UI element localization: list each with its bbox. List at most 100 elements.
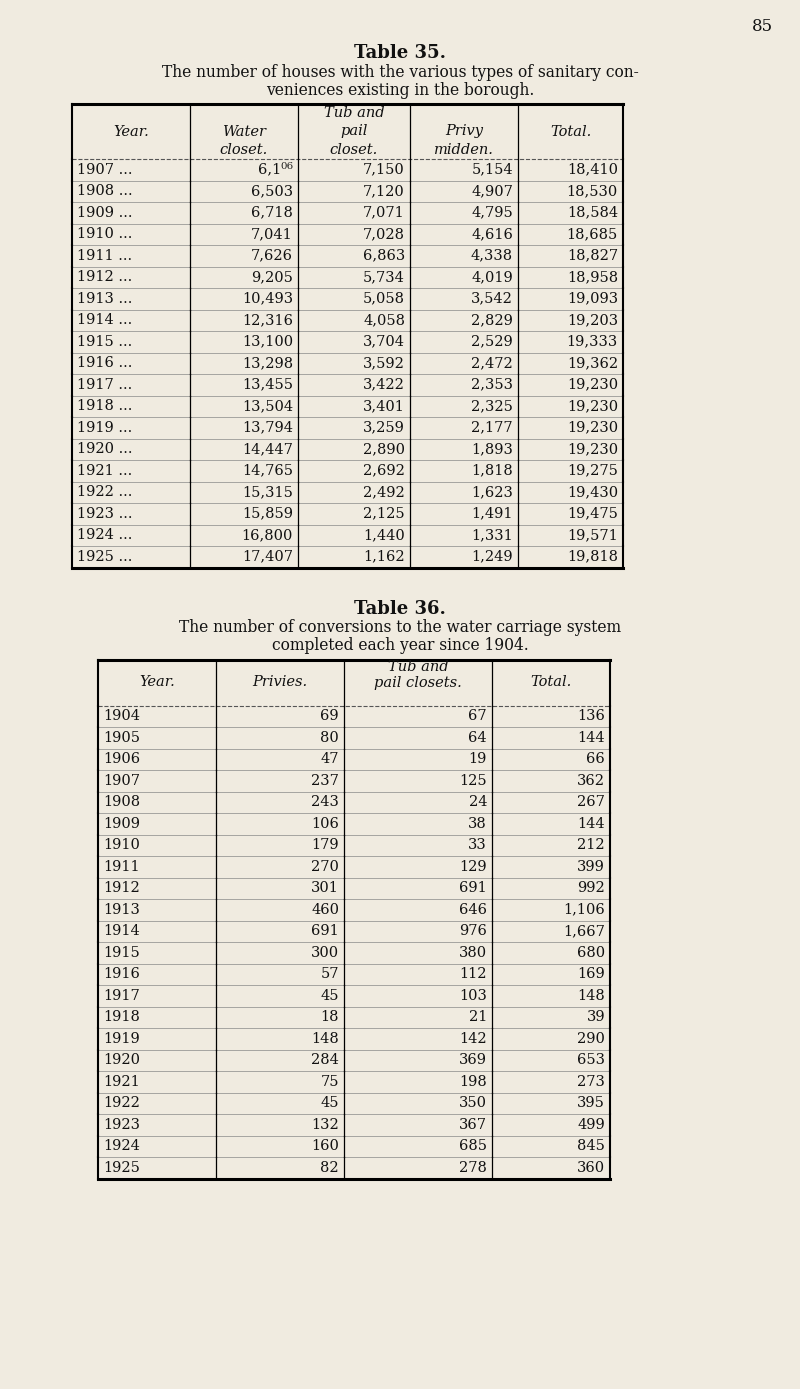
Text: 66: 66 bbox=[586, 753, 605, 767]
Text: 1,440: 1,440 bbox=[363, 528, 405, 542]
Text: 6,503: 6,503 bbox=[251, 185, 293, 199]
Text: The number of conversions to the water carriage system: The number of conversions to the water c… bbox=[179, 619, 621, 636]
Text: 1920: 1920 bbox=[103, 1053, 140, 1067]
Text: 15,315: 15,315 bbox=[242, 485, 293, 499]
Text: 13,504: 13,504 bbox=[242, 399, 293, 414]
Text: 38: 38 bbox=[468, 817, 487, 831]
Text: 1925: 1925 bbox=[103, 1161, 140, 1175]
Text: 13,455: 13,455 bbox=[242, 378, 293, 392]
Text: 1906: 1906 bbox=[103, 753, 140, 767]
Text: Privies.: Privies. bbox=[253, 675, 307, 689]
Text: 6,1⁰⁶: 6,1⁰⁶ bbox=[258, 163, 293, 176]
Text: 362: 362 bbox=[577, 774, 605, 788]
Text: 1918: 1918 bbox=[103, 1010, 140, 1024]
Text: 1,162: 1,162 bbox=[363, 550, 405, 564]
Text: 399: 399 bbox=[577, 860, 605, 874]
Text: 7,626: 7,626 bbox=[251, 249, 293, 263]
Text: 1923: 1923 bbox=[103, 1118, 140, 1132]
Text: 13,794: 13,794 bbox=[242, 421, 293, 435]
Text: 301: 301 bbox=[311, 881, 339, 896]
Text: 2,492: 2,492 bbox=[363, 485, 405, 499]
Text: 1911: 1911 bbox=[103, 860, 140, 874]
Text: 14,765: 14,765 bbox=[242, 464, 293, 478]
Text: 1,331: 1,331 bbox=[471, 528, 513, 542]
Text: 1916: 1916 bbox=[103, 967, 140, 981]
Text: 6,863: 6,863 bbox=[362, 249, 405, 263]
Text: 2,472: 2,472 bbox=[471, 356, 513, 371]
Text: 1915 ...: 1915 ... bbox=[77, 335, 132, 349]
Text: 18,410: 18,410 bbox=[567, 163, 618, 176]
Text: 243: 243 bbox=[311, 796, 339, 810]
Text: 4,058: 4,058 bbox=[363, 314, 405, 328]
Text: 278: 278 bbox=[459, 1161, 487, 1175]
Text: 18,584: 18,584 bbox=[567, 206, 618, 219]
Text: 1,249: 1,249 bbox=[471, 550, 513, 564]
Text: 1912: 1912 bbox=[103, 881, 140, 896]
Text: 15,859: 15,859 bbox=[242, 507, 293, 521]
Text: 10,493: 10,493 bbox=[242, 292, 293, 306]
Text: 7,028: 7,028 bbox=[363, 228, 405, 242]
Text: 1,667: 1,667 bbox=[563, 924, 605, 938]
Text: 1908: 1908 bbox=[103, 796, 140, 810]
Text: 273: 273 bbox=[577, 1075, 605, 1089]
Text: 3,401: 3,401 bbox=[363, 399, 405, 414]
Text: 1907 ...: 1907 ... bbox=[77, 163, 133, 176]
Text: Year.: Year. bbox=[139, 675, 175, 689]
Text: 1925 ...: 1925 ... bbox=[77, 550, 132, 564]
Text: 12,316: 12,316 bbox=[242, 314, 293, 328]
Text: 2,177: 2,177 bbox=[471, 421, 513, 435]
Text: 976: 976 bbox=[459, 924, 487, 938]
Text: 1913 ...: 1913 ... bbox=[77, 292, 132, 306]
Text: 2,325: 2,325 bbox=[471, 399, 513, 414]
Text: 3,704: 3,704 bbox=[363, 335, 405, 349]
Text: 17,407: 17,407 bbox=[242, 550, 293, 564]
Text: 1917 ...: 1917 ... bbox=[77, 378, 132, 392]
Text: 19,475: 19,475 bbox=[567, 507, 618, 521]
Text: 5,058: 5,058 bbox=[363, 292, 405, 306]
Text: 1916 ...: 1916 ... bbox=[77, 356, 132, 371]
Text: Tub and: Tub and bbox=[324, 106, 384, 121]
Text: 1923 ...: 1923 ... bbox=[77, 507, 133, 521]
Text: 4,907: 4,907 bbox=[471, 185, 513, 199]
Text: 16,800: 16,800 bbox=[242, 528, 293, 542]
Text: 290: 290 bbox=[577, 1032, 605, 1046]
Text: 1919 ...: 1919 ... bbox=[77, 421, 132, 435]
Text: 1910: 1910 bbox=[103, 838, 140, 853]
Text: 1,893: 1,893 bbox=[471, 442, 513, 456]
Text: 106: 106 bbox=[311, 817, 339, 831]
Text: 45: 45 bbox=[321, 1096, 339, 1110]
Text: 19,230: 19,230 bbox=[567, 421, 618, 435]
Text: 80: 80 bbox=[320, 731, 339, 745]
Text: pail: pail bbox=[340, 125, 368, 139]
Text: 2,829: 2,829 bbox=[471, 314, 513, 328]
Text: 19,362: 19,362 bbox=[567, 356, 618, 371]
Text: 1905: 1905 bbox=[103, 731, 140, 745]
Text: 4,338: 4,338 bbox=[471, 249, 513, 263]
Text: 148: 148 bbox=[311, 1032, 339, 1046]
Text: 5,734: 5,734 bbox=[363, 271, 405, 285]
Text: 237: 237 bbox=[311, 774, 339, 788]
Text: 1910 ...: 1910 ... bbox=[77, 228, 132, 242]
Text: 19,333: 19,333 bbox=[566, 335, 618, 349]
Text: 3,259: 3,259 bbox=[363, 421, 405, 435]
Text: 169: 169 bbox=[578, 967, 605, 981]
Text: 460: 460 bbox=[311, 903, 339, 917]
Text: Table 36.: Table 36. bbox=[354, 600, 446, 618]
Text: 691: 691 bbox=[311, 924, 339, 938]
Text: 144: 144 bbox=[578, 731, 605, 745]
Text: 85: 85 bbox=[751, 18, 773, 35]
Text: 3,592: 3,592 bbox=[363, 356, 405, 371]
Text: 21: 21 bbox=[469, 1010, 487, 1024]
Text: 1913: 1913 bbox=[103, 903, 140, 917]
Text: 75: 75 bbox=[321, 1075, 339, 1089]
Text: 212: 212 bbox=[578, 838, 605, 853]
Text: 14,447: 14,447 bbox=[242, 442, 293, 456]
Text: 2,125: 2,125 bbox=[363, 507, 405, 521]
Text: pail closets.: pail closets. bbox=[374, 675, 462, 689]
Text: 18,685: 18,685 bbox=[566, 228, 618, 242]
Text: 1912 ...: 1912 ... bbox=[77, 271, 132, 285]
Text: 1904: 1904 bbox=[103, 710, 140, 724]
Text: 1,818: 1,818 bbox=[471, 464, 513, 478]
Text: 148: 148 bbox=[578, 989, 605, 1003]
Text: 367: 367 bbox=[459, 1118, 487, 1132]
